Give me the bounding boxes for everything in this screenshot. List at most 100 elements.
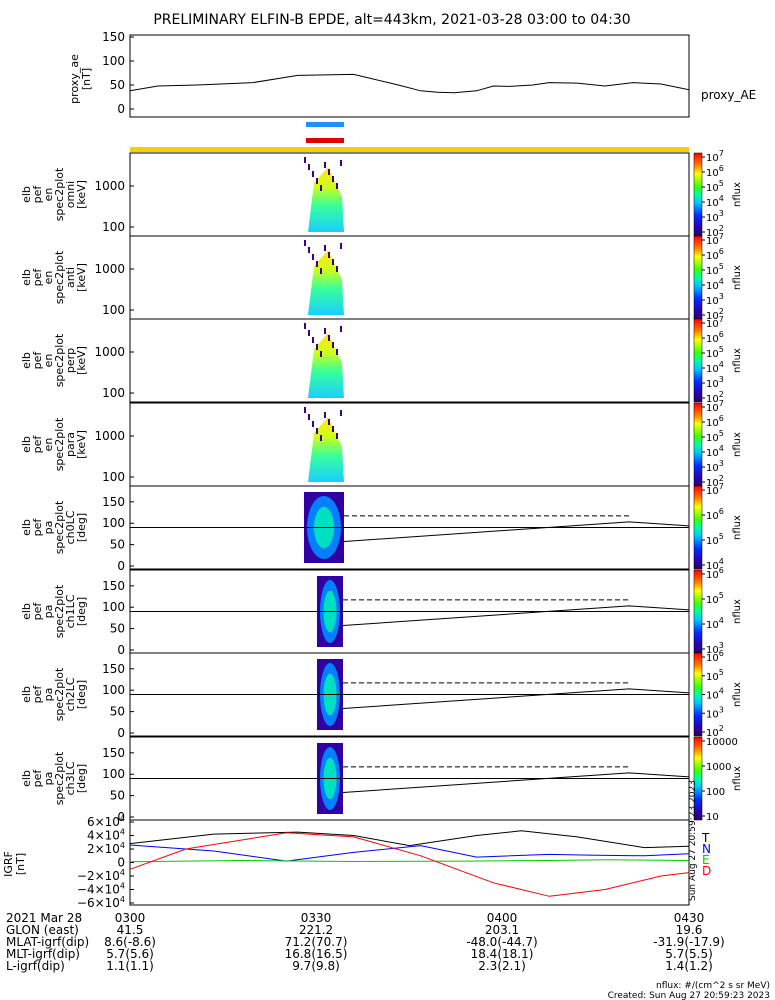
ephemeris-value: 41.5 [117,923,144,937]
colorbar [693,152,703,237]
spectrogram-speckle [312,421,314,427]
spectrogram-speckle [316,178,318,184]
colorbar [693,569,703,654]
colorbar-label: nflux [732,432,743,457]
spectrogram-ytick: 1000 [94,345,125,359]
spectrogram-ytick: 100 [102,600,125,614]
spectrogram-speckle [316,428,318,434]
ephemeris-value: -31.9(-17.9) [653,935,724,949]
colorbar-tick: 102 [706,224,724,239]
spectrogram-ylabel: elbpefenspec2plotperp[keV] [20,333,88,387]
spectrogram-ytick: 1000 [94,262,125,276]
colorbar-tick: 106 [706,247,724,262]
x-axis-tick: 0400 [487,911,518,925]
plot-title: PRELIMINARY ELFIN-B EPDE, alt=443km, 202… [153,12,630,28]
colorbar-tick: 104 [706,360,724,375]
spectrogram-panel-3: 1000100elbpefenspec2plotperp[keV]1071061… [20,315,743,405]
igrf-legend-N: N [702,842,711,856]
science-zone-bar-blue [306,122,344,127]
spectrogram-speckle [316,261,318,267]
spectrogram-ylabel-line: ch3LC [64,761,77,795]
colorbar [693,402,703,487]
spectrogram-ylabel-line: pef [31,351,44,370]
colorbar-label: nflux [732,766,743,791]
spectrogram-ylabel-line: elb [20,436,33,453]
igrf-ytick: 0 [117,856,125,870]
spectrogram-ytick: 150 [102,662,125,676]
spectrogram-ylabel-line: pa [42,688,55,702]
spectrogram-ylabel-line: [keV] [75,346,88,375]
spectrogram-ylabel-line: [deg] [75,513,88,542]
spectrogram-ytick: 100 [102,386,125,400]
colorbar-tick: 104 [706,687,724,702]
spectrogram-ylabel-line: elb [20,269,33,286]
ephemeris-value: 16.8(16.5) [285,947,348,961]
spectrogram-panel-7: 150 100 50 0 elbpefpaspec2plotch2LC[deg] 106 1… [20,649,743,740]
spectrogram-ylabel-line: pef [31,185,44,204]
spectrogram-ytick: 50 [110,622,125,636]
spectrogram-speckle [328,169,330,175]
spectrogram-ylabel-line: elb [20,770,33,787]
igrf-legend-T: T [701,831,710,845]
colorbar-label: nflux [732,348,743,373]
proxy-ae-ylabel-line: proxy_ae [68,54,81,104]
spectrogram-speckle [328,419,330,425]
spectrogram-speckle [320,185,322,191]
x-axis-tick: 0430 [674,911,705,925]
spectrogram-ylabel: elbpefenspec2plotomni[keV] [20,167,88,221]
science-zone-bar-red [306,138,344,143]
igrf-ytick: 2×104 [87,841,125,856]
proxy-ae-ytick: 0 [117,102,125,116]
spectrogram-ylabel-line: pef [31,685,44,704]
igrf-ylabel-line: IGRF [2,851,15,877]
igrf-ytick: −2×104 [77,868,125,883]
spectrogram-ytick: 50 [110,705,125,719]
spectrogram-panel-5: 150 100 50 0 elbpefpaspec2plotch0LC[deg] 107 1… [20,482,743,573]
spectrogram-ylabel-line: ch0LC [64,510,77,544]
spectrogram-speckle [308,247,310,253]
loss-cone-line [342,605,690,626]
spectrogram-ylabel-line: spec2plot [53,250,66,304]
spectrogram-speckle [304,323,306,329]
spectrogram-ylabel-line: spec2plot [53,667,66,721]
ephemeris-value: 9.7(9.8) [292,959,340,973]
colorbar-tick: 103 [706,375,724,390]
proxy-ae-ytick: 100 [102,54,125,68]
igrf-ylabel: IGRF[nT] [2,851,27,877]
colorbar-tick: 105 [706,179,724,194]
spectrogram-ytick: 100 [102,516,125,530]
colorbar-tick: 106 [706,649,724,664]
colorbar-tick: 103 [706,705,724,720]
footer-units: nflux: #/(cm^2 s sr MeV) [656,981,770,991]
colorbar-tick: 105 [706,668,724,683]
spectrogram-ylabel-line: pef [31,602,44,621]
footer-created: Created: Sun Aug 27 20:59:23 2023 [608,991,770,1000]
igrf-ytick: −4×104 [77,882,125,897]
spectrogram-speckle [340,326,342,332]
spectrogram-speckle [328,335,330,341]
igrf-ylabel-line: [nT] [14,853,27,875]
colorbar-tick: 103 [706,641,724,656]
spectrogram-speckle [332,176,334,182]
colorbar-tick: 106 [706,507,724,522]
ephemeris-label: MLAT-igrf(dip) [6,935,89,949]
spectrogram-speckle [312,171,314,177]
spectrogram-frame [129,318,690,403]
spectrogram-ylabel: elbpefenspec2plotpara[keV] [20,417,88,471]
loss-cone-line [343,521,690,542]
spectrogram-ylabel-line: spec2plot [53,500,66,554]
colorbar [693,318,703,403]
colorbar-tick: 105 [706,345,724,360]
colorbar-tick: 102 [706,724,724,739]
colorbar-tick: 107 [706,232,724,247]
spectrogram-speckle [340,160,342,166]
spectrogram-frame [129,152,690,237]
x-axis-tick: 0300 [115,911,146,925]
proxy-ae-ytick: 150 [102,30,125,44]
spectrogram-ytick: 0 [117,643,125,657]
spectrogram-ytick: 100 [102,303,125,317]
spectrogram-speckle [312,337,314,343]
ephemeris-value: 203.1 [485,923,519,937]
ephemeris-label: GLON (east) [6,923,79,937]
spectrogram-ylabel-line: omni [64,181,77,208]
